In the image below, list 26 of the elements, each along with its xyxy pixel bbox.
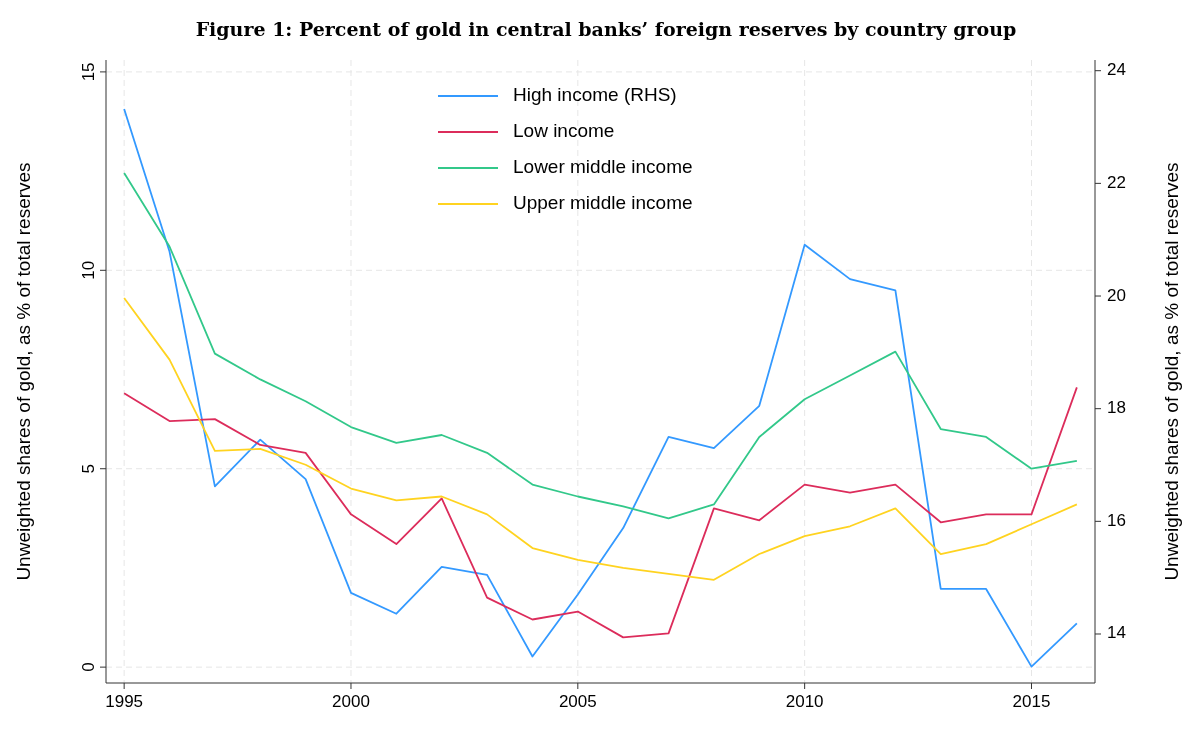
y2-tick-label: 16 xyxy=(1107,510,1126,530)
x-tick-label: 2005 xyxy=(558,692,597,711)
legend-label: High income (RHS) xyxy=(513,84,677,106)
x-tick-label: 2000 xyxy=(332,692,370,711)
y-tick-label: 10 xyxy=(79,260,99,280)
chart-title: Figure 1: Percent of gold in central banks’ foreign reserves by country group xyxy=(195,18,1017,40)
y2-tick-label: 24 xyxy=(1107,60,1126,80)
y2-tick-label: 20 xyxy=(1107,285,1126,305)
y-tick-label: 0 xyxy=(79,662,99,672)
y2-tick-label: 22 xyxy=(1107,172,1126,192)
legend-label: Low income xyxy=(513,120,615,142)
y2-tick-label: 14 xyxy=(1107,623,1126,643)
line-series xyxy=(123,108,1078,668)
y2-tick-label: 18 xyxy=(1107,398,1126,418)
y2-axis-title: Unweighted shares of gold, as % of total reserves xyxy=(1161,162,1182,581)
y-tick-label: 15 xyxy=(79,62,99,82)
y-axis-title: Unweighted shares of gold, as % of total reserves xyxy=(13,162,34,581)
line-series xyxy=(123,172,1078,520)
x-tick-label: 2010 xyxy=(785,692,824,711)
legend-label: Upper middle income xyxy=(513,192,693,214)
x-tick-label: 2015 xyxy=(1012,692,1051,711)
line-series xyxy=(123,297,1078,581)
x-tick-label: 1995 xyxy=(105,692,144,711)
line-series xyxy=(123,386,1078,639)
legend-label: Lower middle income xyxy=(513,156,693,178)
y-tick-label: 5 xyxy=(79,463,99,474)
